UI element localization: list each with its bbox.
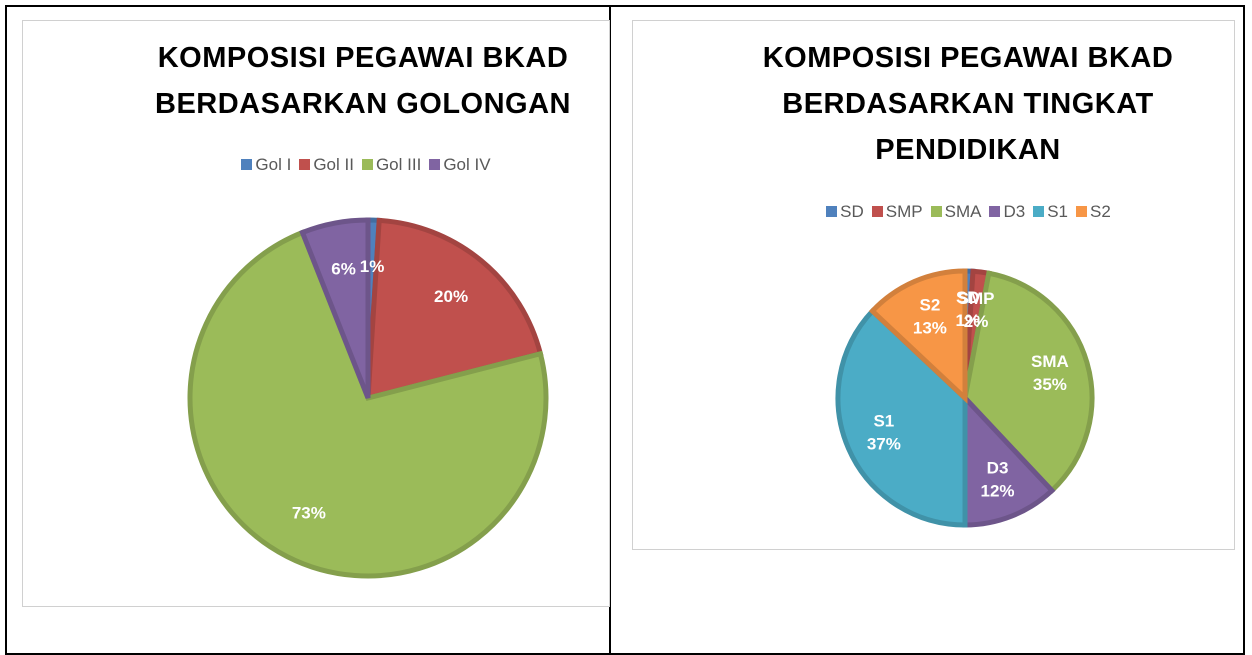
legend-label: SD [840,202,864,221]
data-label-category: SMP [958,289,995,308]
legend-label: S1 [1047,202,1069,221]
legend-swatch [299,159,311,170]
legend-item: S1 [1033,202,1068,222]
data-label: 12% [981,482,1015,501]
pie-slice [187,229,549,579]
legend-item: S2 [1076,202,1111,222]
chart-title: KOMPOSISI PEGAWAI BKAD BERDASARKAN GOLON… [155,42,571,120]
data-label: 73% [292,504,326,523]
legend-item: Gol II [299,155,354,175]
legend-label: Gol III [375,155,422,174]
legend-label: D3 [1003,202,1026,221]
data-label: 1% [360,257,385,276]
pie-slice [962,391,1056,528]
legend-label: S2 [1090,202,1111,221]
legend-item: SD [826,202,864,222]
legend: SD SMP SMA D3 S1 S2 [703,202,1234,222]
legend-label: Gol II [313,155,354,174]
legend-swatch [989,206,1001,217]
pie-slice [962,270,1095,495]
legend-swatch [871,206,883,217]
legend-swatch [826,206,838,217]
legend-item: SMA [930,202,982,222]
data-label-category: S2 [919,295,940,314]
pie-slice [365,217,544,402]
legend-swatch [429,159,441,170]
legend-swatch [1076,206,1088,217]
pie-area: SD 1% SMP 2% SMA 35% D3 12% S1 37% S2 13% [835,268,1095,528]
legend: Gol I Gol II Gol III Gol IV [113,155,619,175]
data-label: 37% [867,435,901,454]
pie-slice [299,217,371,399]
legend-label: SMA [944,202,982,221]
legend-swatch [1033,206,1045,217]
legend-item: D3 [989,202,1025,222]
data-label-category: SMA [1031,352,1069,371]
table-divider [609,5,611,655]
legend-label: SMP [885,202,923,221]
legend-label: Gol IV [443,155,491,174]
legend-label: Gol I [255,155,292,174]
data-label-category: S1 [873,412,894,431]
pie-slice [868,268,968,404]
data-label: 35% [1033,375,1067,394]
legend-item: SMP [871,202,923,222]
chart: SD 1% SMP 2% SMA 35% D3 12% S1 37% S2 13% KOMPOSISI… [632,20,1235,550]
data-label: 6% [331,259,356,278]
data-label: 13% [913,318,947,337]
pie-slice [835,307,968,528]
legend-item: Gol I [241,155,291,175]
data-label: 20% [434,287,468,306]
legend-swatch [241,159,253,170]
chart-title: KOMPOSISI PEGAWAI BKAD BERDASARKAN TINGK… [762,42,1174,166]
legend-swatch [361,159,373,170]
data-label-category: SD [956,288,980,307]
data-label: 1% [955,311,980,330]
pie-area: 1% 20% 73% 6% [187,217,549,579]
legend-item: Gol III [361,155,422,175]
legend-item: Gol IV [429,155,491,175]
data-label: 2% [964,312,989,331]
chart: 1% 20% 73% 6% KOMPOSISI PEGAWAI BKAD BERDAS… [22,20,610,607]
data-label-category: D3 [987,459,1009,478]
legend-swatch [930,206,942,217]
